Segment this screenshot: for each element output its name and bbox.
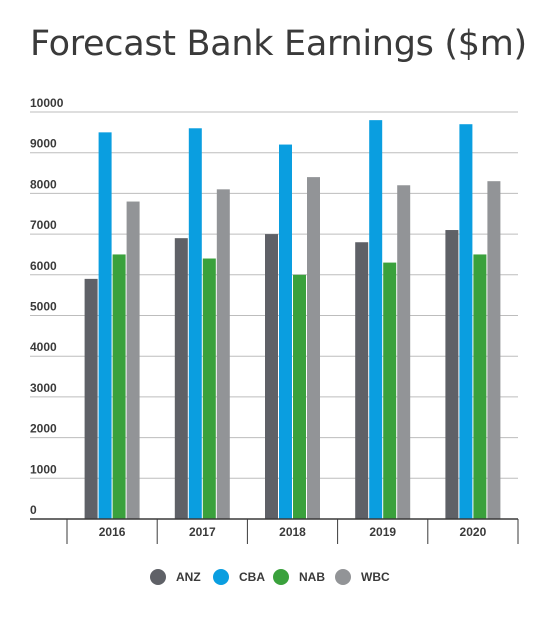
y-tick-label: 4000 — [30, 340, 57, 354]
bars — [84, 120, 501, 520]
x-axis: 2016 2017 2018 2019 2020 — [30, 518, 519, 544]
y-tick-label: 8000 — [30, 177, 57, 191]
y-tick-label: 3000 — [30, 381, 57, 395]
x-tick-label: 2017 — [189, 525, 216, 539]
bar-wbc-2018 — [307, 177, 320, 519]
bar-wbc-2016 — [126, 201, 140, 520]
y-axis-ticks: 0 1000 2000 3000 4000 5000 6000 7000 8000 9000 100… — [30, 96, 64, 517]
bar-anz-2019 — [355, 242, 369, 520]
x-tick-label: 2018 — [279, 525, 306, 539]
legend: ANZ CBA NAB WBC — [150, 569, 390, 585]
y-tick-label: 5000 — [30, 300, 57, 314]
y-tick-label: 2000 — [30, 422, 57, 436]
y-tick-label: 1000 — [30, 462, 57, 476]
legend-label-nab: NAB — [299, 570, 325, 584]
x-tick-label: 2020 — [460, 525, 487, 539]
bar-nab-2017 — [202, 258, 216, 519]
bar-nab-2019 — [383, 262, 397, 519]
bar-cba-2017 — [188, 128, 202, 519]
legend-label-cba: CBA — [239, 570, 265, 584]
bar-nab-2016 — [112, 254, 126, 519]
legend-swatch-anz — [150, 569, 166, 585]
bar-nab-2018 — [293, 274, 306, 519]
bar-cba-2020 — [459, 124, 473, 520]
y-tick-label: 10000 — [30, 96, 64, 110]
bar-anz-2020 — [445, 230, 459, 519]
x-tick-label: 2016 — [99, 525, 126, 539]
y-tick-label: 9000 — [30, 137, 57, 151]
y-tick-label: 7000 — [30, 218, 57, 232]
bar-wbc-2019 — [397, 185, 411, 519]
bar-anz-2016 — [84, 278, 98, 519]
bar-cba-2019 — [369, 120, 383, 519]
x-tick-label: 2019 — [369, 525, 396, 539]
bar-wbc-2017 — [216, 189, 230, 519]
y-tick-label: 6000 — [30, 259, 57, 273]
bar-wbc-2020 — [487, 181, 501, 519]
bar-nab-2020 — [473, 254, 487, 519]
legend-swatch-nab — [273, 569, 289, 585]
y-tick-label: 0 — [30, 503, 37, 517]
bar-cba-2016 — [98, 132, 112, 519]
chart-title: Forecast Bank Earnings ($m) — [30, 24, 527, 64]
legend-swatch-cba — [213, 569, 229, 585]
legend-swatch-wbc — [335, 569, 351, 585]
bar-anz-2018 — [265, 234, 278, 519]
legend-label-anz: ANZ — [176, 570, 201, 584]
bar-anz-2017 — [174, 238, 188, 520]
legend-label-wbc: WBC — [361, 570, 390, 584]
bar-cba-2018 — [279, 144, 292, 519]
